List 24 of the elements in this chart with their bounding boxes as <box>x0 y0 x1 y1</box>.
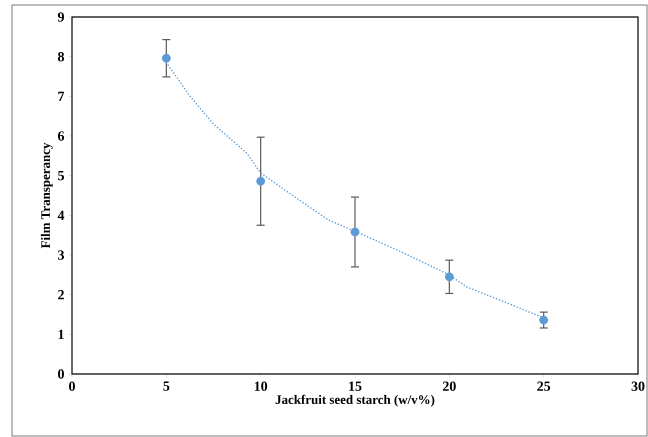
x-tick-label: 5 <box>163 382 170 391</box>
y-axis-title: Film Transperancy <box>40 142 53 248</box>
y-tick-label: 3 <box>58 250 64 260</box>
point <box>162 54 171 63</box>
point <box>256 176 266 186</box>
y-tick-label: 2 <box>58 290 64 300</box>
y-tick-label: 4 <box>58 210 64 220</box>
y-tick-label: 5 <box>58 171 64 180</box>
x-tick-label: 10 <box>254 382 268 391</box>
y-tick-label: 9 <box>58 12 64 22</box>
point <box>444 272 454 282</box>
x-tick-label: 15 <box>349 382 362 391</box>
x-tick-label: 0 <box>69 382 75 391</box>
x-axis-title: Jackfruit seed starch (w/v%) <box>276 394 434 407</box>
point <box>539 316 548 324</box>
y-tick-label: 6 <box>58 131 64 141</box>
x-tick-label: 30 <box>632 382 644 391</box>
y-tick-label: 0 <box>58 369 64 379</box>
y-tick-label: 1 <box>58 330 64 339</box>
point <box>350 228 360 236</box>
x-tick-label: 25 <box>537 382 550 391</box>
y-tick-label: 7 <box>58 92 64 101</box>
y-tick-label: 8 <box>58 52 64 62</box>
x-tick-label: 20 <box>442 382 456 391</box>
